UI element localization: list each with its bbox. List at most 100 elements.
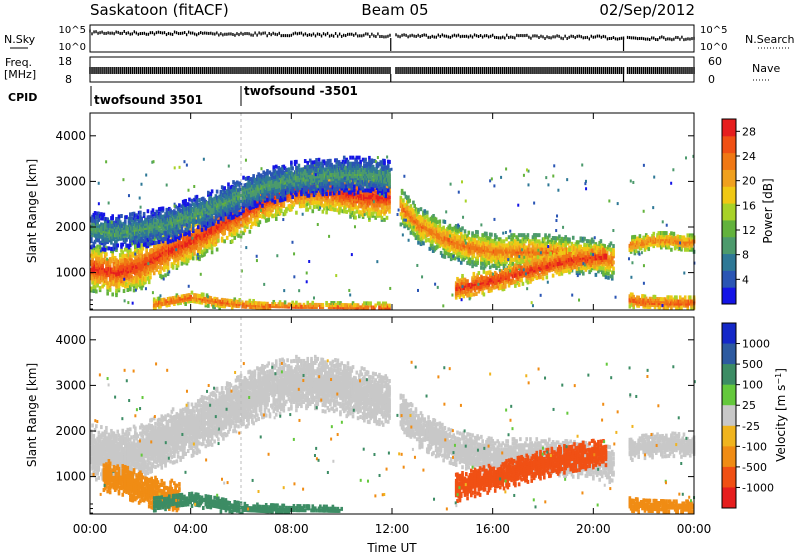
- power-cell: [101, 263, 104, 268]
- power-cell: [162, 267, 166, 272]
- power-cell: [388, 205, 391, 210]
- power-cell: [102, 212, 106, 217]
- power-cell: [212, 237, 215, 242]
- power-cell: [295, 159, 298, 164]
- power-cell: [110, 259, 113, 264]
- power-cell: [169, 239, 172, 244]
- power-cell: [129, 254, 132, 259]
- power-cell: [165, 207, 169, 212]
- power-cell: [235, 211, 239, 216]
- power-cell: [106, 291, 109, 296]
- power-cell: [312, 205, 316, 210]
- power-cell: [210, 197, 214, 202]
- power-cell: [90, 288, 93, 293]
- power-cell: [135, 279, 138, 284]
- nave-tick-bottom: 0: [708, 73, 715, 86]
- power-cell: [117, 284, 121, 289]
- power-cell: [235, 228, 239, 233]
- power-cell: [123, 262, 127, 267]
- power-cell: [217, 219, 220, 224]
- power-cell: [208, 245, 211, 250]
- power-cell: [176, 259, 180, 264]
- power-cell: [253, 200, 257, 205]
- power-cell: [134, 217, 137, 222]
- power-cell: [166, 263, 170, 268]
- power-cell: [147, 241, 151, 246]
- power-cell: [223, 239, 226, 244]
- power-cell: [95, 289, 98, 294]
- power-cell: [126, 287, 130, 292]
- power-cell: [313, 200, 317, 205]
- power-cell: [233, 235, 237, 240]
- power-cell: [162, 261, 166, 266]
- power-cell: [108, 265, 112, 270]
- power-cell: [113, 255, 117, 260]
- power-cell: [101, 249, 104, 254]
- power-cell: [147, 280, 151, 285]
- power-cell: [144, 273, 147, 278]
- power-cell: [117, 286, 121, 291]
- power-cell: [267, 213, 271, 218]
- power-cell: [388, 199, 391, 204]
- power-cell: [277, 166, 281, 171]
- power-cell: [345, 209, 349, 214]
- power-cell: [111, 255, 114, 260]
- power-cell: [210, 250, 214, 255]
- power-cell: [380, 203, 384, 208]
- power-cell: [129, 287, 132, 292]
- noise-series: [89, 29, 695, 51]
- power-cell: [359, 210, 362, 215]
- power-cell: [139, 282, 142, 287]
- power-cell: [223, 186, 226, 191]
- power-cell: [159, 265, 162, 270]
- power-cell: [98, 245, 102, 250]
- power-cell: [156, 265, 160, 270]
- power-cell: [184, 253, 187, 258]
- power-cell: [115, 291, 118, 296]
- power-cell: [91, 255, 94, 260]
- power-cell: [149, 275, 152, 280]
- power-cell: [203, 252, 206, 257]
- power-cell: [274, 216, 278, 221]
- power-cell: [110, 240, 113, 245]
- power-cell: [283, 172, 287, 177]
- power-cell: [154, 264, 157, 269]
- cpid-label: CPID: [8, 91, 37, 104]
- power-cell: [134, 246, 137, 251]
- power-cell: [380, 215, 384, 220]
- power-cell: [140, 251, 143, 256]
- nsearch-label: N.Search: [745, 33, 795, 46]
- power-cell: [331, 201, 335, 206]
- power-cell: [179, 208, 182, 213]
- power-cell: [150, 250, 153, 255]
- power-cell: [132, 284, 136, 289]
- power-cell: [214, 242, 218, 247]
- power-cell: [160, 242, 164, 247]
- power-cell: [198, 218, 201, 223]
- power-cell: [174, 210, 177, 215]
- power-cell: [123, 247, 127, 252]
- power-cell: [93, 285, 97, 290]
- power-cell: [95, 252, 98, 257]
- power-cell: [151, 267, 155, 272]
- power-cell: [95, 254, 98, 259]
- power-cell: [90, 272, 93, 277]
- power-cell: [129, 250, 132, 255]
- power-cell: [355, 209, 359, 214]
- date-title: 02/Sep/2012: [599, 1, 695, 19]
- freq-panel: Freq. [MHz] 18 8 60 0 Nave: [4, 55, 780, 86]
- power-cell: [195, 244, 199, 249]
- cpid-row: CPID twofsound 3501 twofsound -3501: [8, 84, 358, 107]
- power-cell: [122, 289, 126, 294]
- power-cell: [208, 223, 211, 228]
- power-cell: [274, 164, 278, 169]
- power-cell: [184, 247, 187, 252]
- power-cell: [198, 257, 201, 262]
- power-cell: [108, 287, 112, 292]
- power-cell: [127, 277, 131, 282]
- power-cell: [123, 272, 127, 277]
- power-cell: [190, 198, 194, 203]
- power-cell: [291, 195, 294, 200]
- power-cell: [271, 198, 274, 203]
- power-cell: [200, 227, 204, 232]
